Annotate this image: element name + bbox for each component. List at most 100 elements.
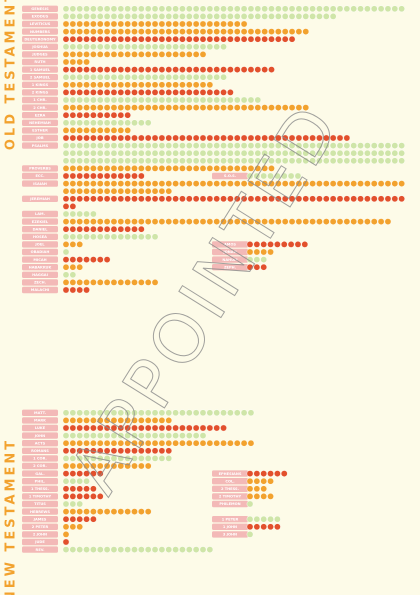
chapter-circle: [213, 134, 220, 142]
chapter-circle: [117, 35, 125, 43]
chapter-circle: [62, 523, 70, 531]
chapter-circle: [336, 195, 344, 203]
chapter-circle: [240, 28, 248, 35]
chapter-circle: [151, 409, 159, 417]
chapter-circle: [391, 149, 399, 157]
chapter-circle: [288, 142, 296, 149]
chapter-circle: [124, 119, 131, 127]
chapter-circle: [76, 424, 83, 432]
chapter-circle: [179, 165, 186, 172]
chapter-circle: [103, 462, 111, 470]
chapter-circle: [131, 218, 138, 225]
chapter-circle: [62, 134, 70, 142]
chapter-circle: [62, 89, 70, 96]
chapter-circle: [213, 96, 220, 104]
chapter-circle: [131, 439, 138, 447]
chapter-circle: [151, 134, 159, 142]
chapter-circle: [90, 439, 97, 447]
book-label: HOSEA: [33, 235, 47, 239]
chapter-circle: [103, 89, 111, 96]
chapter-circle: [96, 417, 104, 424]
chapter-circle: [90, 104, 97, 111]
chapter-circle: [69, 28, 77, 35]
chapter-circle: [151, 20, 159, 28]
chapter-circle: [103, 13, 111, 20]
chapter-circle: [398, 5, 405, 13]
book-label: 2 CHR.: [33, 106, 47, 110]
chapter-circle: [165, 157, 173, 165]
book-label-box: [212, 500, 248, 508]
chapter-circle: [124, 35, 131, 43]
chapter-circle: [370, 142, 378, 149]
chapter-circle: [254, 157, 262, 165]
chapter-circle: [192, 142, 200, 149]
chapter-circle: [336, 142, 344, 149]
chapter-circle: [90, 51, 97, 58]
chapter-circle: [322, 5, 330, 13]
chapter-circle: [343, 142, 351, 149]
chapter-circle: [69, 439, 77, 447]
chapter-circle: [172, 157, 179, 165]
chapter-circle: [103, 111, 111, 119]
chapter-circle: [316, 5, 323, 13]
chapter-circle: [62, 256, 70, 263]
chapter-circle: [398, 149, 405, 157]
chapter-circle: [267, 241, 274, 248]
chapter-circle: [69, 515, 77, 523]
chapter-circle: [227, 409, 234, 417]
chapter-circle: [117, 157, 125, 165]
chapter-circle: [309, 142, 316, 149]
chapter-circle: [110, 180, 118, 187]
chapter-circle: [233, 439, 241, 447]
chapter-circle: [288, 157, 296, 165]
chapter-circle: [267, 493, 274, 500]
chapter-circle: [124, 111, 131, 119]
chapter-circle: [90, 81, 97, 89]
book-label: RUTH: [34, 60, 45, 64]
chapter-circle: [83, 134, 90, 142]
chapter-circle: [158, 134, 166, 142]
chapter-circle: [96, 35, 104, 43]
chapter-circle: [62, 462, 70, 470]
chapter-circle: [185, 5, 193, 13]
book-label-box: [22, 66, 58, 73]
chapter-circle: [179, 180, 186, 187]
chapter-circle: [192, 28, 200, 35]
chapter-circle: [165, 149, 173, 157]
chapter-circle: [117, 127, 125, 134]
chapter-circle: [336, 5, 344, 13]
book-label-box: [22, 210, 58, 218]
chapter-circle: [364, 218, 371, 225]
chapter-circle: [138, 142, 145, 149]
chapter-circle: [90, 142, 97, 149]
chapter-circle: [62, 172, 70, 180]
chapter-circle: [172, 424, 179, 432]
chapter-circle: [233, 35, 241, 43]
chapter-circle: [227, 35, 234, 43]
book-label: LEVITICUS: [30, 22, 51, 26]
chapter-circle: [288, 5, 296, 13]
book-label: 2 PETER: [32, 525, 49, 529]
chapter-circle: [124, 279, 131, 286]
chapter-circle: [76, 515, 83, 523]
book-label: HAGGAI: [32, 273, 48, 277]
chapter-circle: [206, 180, 214, 187]
chapter-circle: [213, 424, 220, 432]
chapter-circle: [281, 195, 289, 203]
chapter-circle: [151, 187, 159, 195]
chapter-circle: [124, 225, 131, 233]
chapter-circle: [165, 424, 173, 432]
chapter-circle: [185, 149, 193, 157]
chapter-circle: [131, 417, 138, 424]
chapter-circle: [110, 424, 118, 432]
chapter-circle: [76, 157, 83, 165]
chapter-circle: [131, 157, 138, 165]
chapter-circle: [295, 5, 303, 13]
chapter-circle: [357, 142, 364, 149]
chapter-circle: [90, 28, 97, 35]
chapter-circle: [261, 28, 268, 35]
chapter-circle: [275, 180, 282, 187]
chapter-circle: [96, 180, 104, 187]
chapter-circle: [131, 149, 138, 157]
chapter-circle: [384, 5, 392, 13]
